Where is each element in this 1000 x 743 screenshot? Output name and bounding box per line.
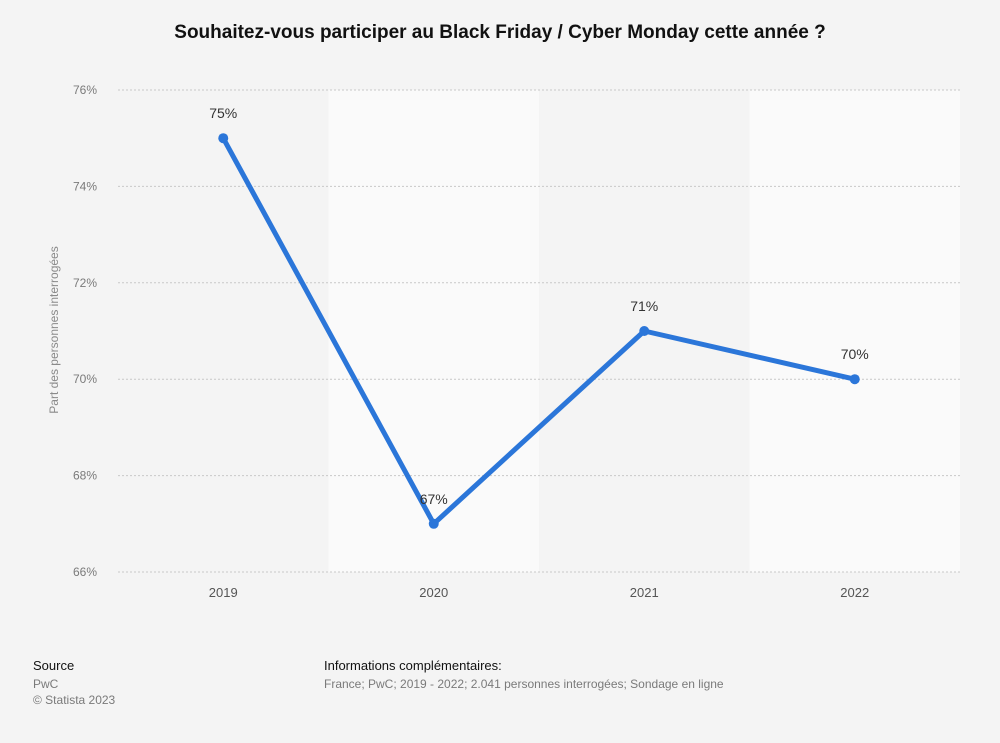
- plot-band: [118, 90, 329, 572]
- y-tick-label: 70%: [73, 372, 97, 386]
- data-label: 71%: [630, 298, 658, 314]
- plot-band: [328, 90, 539, 572]
- source-link[interactable]: PwC: [33, 677, 59, 691]
- data-point: [428, 518, 439, 529]
- data-point: [849, 374, 860, 385]
- data-label: 75%: [209, 105, 237, 121]
- copyright-text: © Statista 2023: [33, 693, 116, 707]
- y-tick-label: 66%: [73, 565, 97, 579]
- x-tick-label: 2020: [419, 585, 448, 600]
- plot-bands: [118, 90, 960, 572]
- series-line: [220, 135, 858, 527]
- y-axis-ticks: 66% 68% 70% 72% 74% 76%: [73, 83, 97, 579]
- data-label: 70%: [841, 346, 869, 362]
- data-point: [218, 133, 229, 144]
- y-axis-label: Part des personnes interrogées: [47, 246, 61, 413]
- y-tick-label: 72%: [73, 276, 97, 290]
- y-tick-label: 74%: [73, 179, 97, 193]
- chart-title: Souhaitez-vous participer au Black Frida…: [174, 22, 826, 43]
- x-axis-ticks: 2019 2020 2021 2022: [209, 585, 869, 600]
- grid-lines: [118, 89, 960, 573]
- data-label: 67%: [420, 491, 448, 507]
- x-tick-label: 2021: [630, 585, 659, 600]
- series-layer: 75% 67% 71% 70%: [209, 105, 869, 529]
- plot-band: [749, 90, 960, 572]
- x-tick-label: 2022: [840, 585, 869, 600]
- x-tick-label: 2019: [209, 585, 238, 600]
- info-block: Informations complémentaires: France; Pw…: [324, 658, 724, 692]
- source-heading: Source: [33, 658, 75, 673]
- line-chart: 66% 68% 70% 72% 74% 76% 2019 2020 2021 2022 Part…: [47, 83, 960, 600]
- info-text: France; PwC; 2019 - 2022; 2.041 personne…: [324, 677, 724, 691]
- y-tick-label: 76%: [73, 83, 97, 97]
- data-point: [639, 326, 650, 336]
- source-block: Source PwC © Statista 2023: [33, 658, 115, 708]
- info-heading: Informations complémentaires:: [324, 658, 502, 673]
- y-tick-label: 68%: [73, 469, 97, 483]
